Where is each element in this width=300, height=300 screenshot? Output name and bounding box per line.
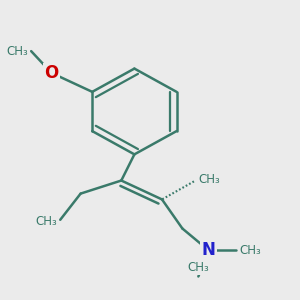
Text: CH₃: CH₃ — [188, 261, 209, 274]
Text: CH₃: CH₃ — [7, 45, 28, 58]
Text: N: N — [202, 241, 215, 259]
Text: CH₃: CH₃ — [239, 244, 261, 257]
Text: CH₃: CH₃ — [36, 215, 57, 228]
Text: O: O — [44, 64, 58, 82]
Text: CH₃: CH₃ — [198, 172, 220, 186]
